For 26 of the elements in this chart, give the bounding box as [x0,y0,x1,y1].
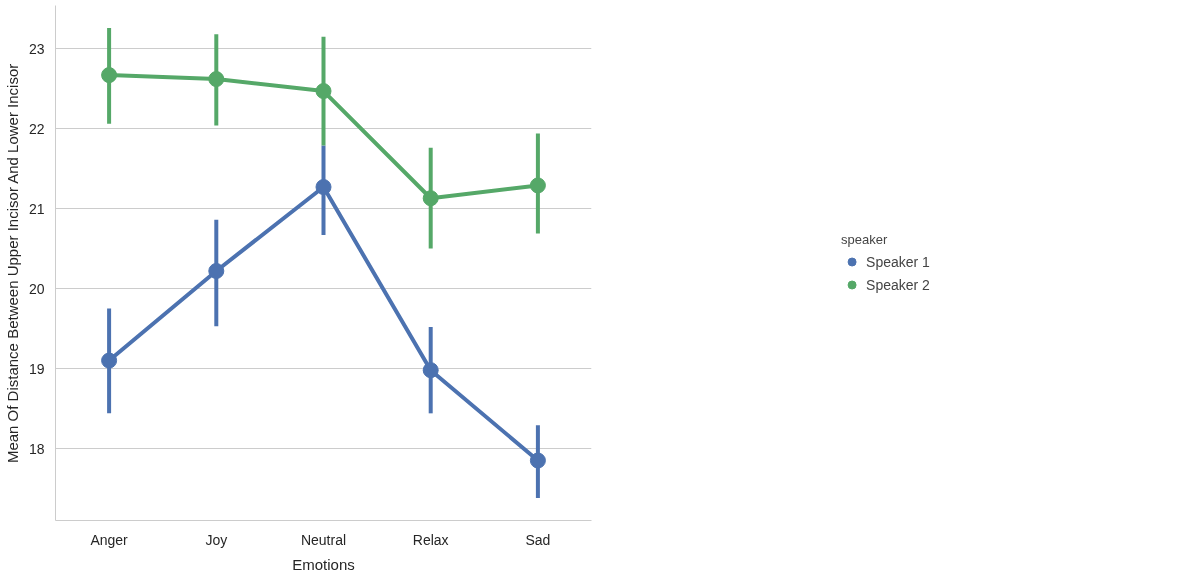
point [101,67,118,84]
y-tick-label: 23 [28,40,45,57]
x-tick-label: Neutral [300,531,347,548]
point [529,452,546,469]
y-tick-label: 22 [28,120,45,137]
legend-title: speaker [841,231,889,246]
y-tick-label: 20 [28,280,45,297]
legend-label: Speaker 1 [866,253,930,269]
y-tick-label: 19 [28,360,45,377]
point [422,190,439,207]
point [101,352,118,369]
x-tick-label: Joy [205,531,228,548]
y-tick-label: 21 [28,200,45,217]
point [529,177,546,194]
x-tick-label: Relax [412,531,449,548]
point [208,71,225,88]
y-axis-title: Mean Of Distance Between Upper Incisor And Lower Incisor [3,63,21,464]
x-axis-title: Emotions [292,555,355,573]
legend-label: Speaker 2 [866,276,930,292]
x-tick-label: Sad [525,531,551,548]
point [422,362,439,379]
y-tick-label: 18 [28,440,45,457]
point [208,263,225,279]
point [315,83,332,100]
point [315,179,332,196]
x-tick-label: Anger [90,531,129,548]
